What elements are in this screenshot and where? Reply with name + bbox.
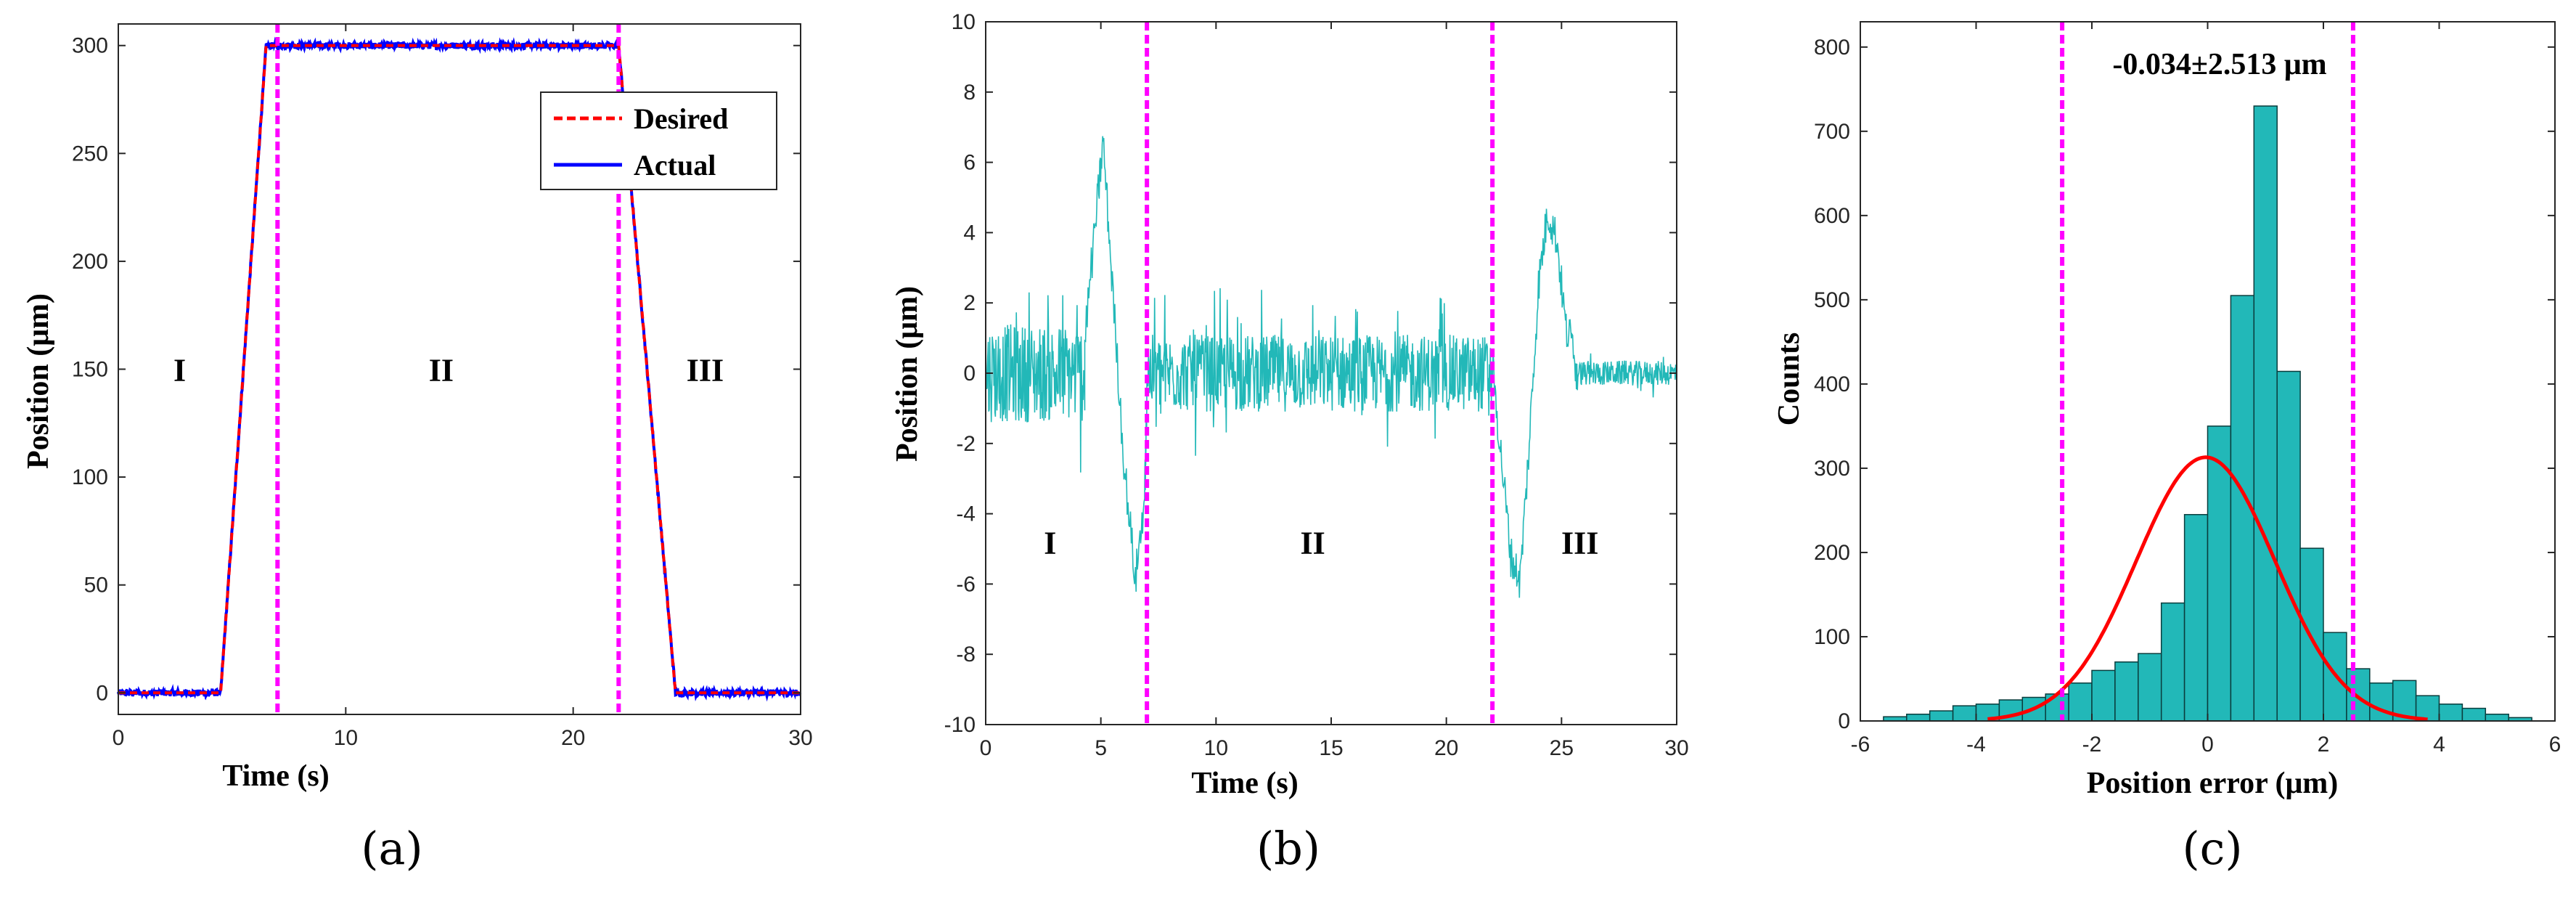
- region-label: II: [1300, 525, 1325, 561]
- panel-a-vlines: [275, 24, 621, 714]
- histogram-bar: [2299, 547, 2324, 722]
- x-tick-label: 0: [113, 726, 125, 750]
- y-tick-label: 100: [1814, 625, 1850, 649]
- panel-a-label: (a): [361, 822, 422, 875]
- y-tick-label: 300: [1814, 457, 1850, 481]
- panel-c-label: (c): [2182, 822, 2242, 875]
- histogram-bar: [2253, 105, 2278, 722]
- y-tick-label: -4: [956, 502, 976, 526]
- x-tick-label: -2: [2082, 733, 2102, 757]
- y-tick-label: 0: [96, 681, 108, 705]
- legend-label-actual: Actual: [634, 149, 716, 182]
- histogram-bar: [2183, 513, 2209, 722]
- y-tick-label: 700: [1814, 120, 1850, 144]
- y-tick-label: 600: [1814, 204, 1850, 228]
- region-label: II: [429, 353, 454, 388]
- region-label: I: [1044, 525, 1056, 561]
- panel-c: -6 -4 -2 0 2 4 6 0 100 200 300 400 500 600 700 800 -0.0…: [1772, 21, 2561, 875]
- y-tick-label: 400: [1814, 372, 1850, 396]
- histogram-bar: [2160, 602, 2185, 722]
- y-tick-label: 100: [72, 465, 108, 489]
- x-tick-label: 5: [1095, 736, 1107, 760]
- y-tick-label: 2: [963, 291, 976, 315]
- panel-b-ylabel: Position (μm): [891, 286, 924, 462]
- y-tick-label: 300: [72, 34, 108, 58]
- panel-a-regions: I II III: [173, 353, 724, 388]
- series-desired: [118, 44, 801, 695]
- panel-c-annotation: -0.034±2.513 μm: [2112, 48, 2326, 81]
- series-position-error: [985, 136, 1677, 598]
- x-tick-label: 30: [1664, 736, 1688, 760]
- panel-b-regions: I II III: [1044, 525, 1598, 561]
- histogram-bar: [2068, 682, 2093, 722]
- panel-a-xlabel: Time (s): [222, 759, 329, 793]
- x-tick-label: 2: [2318, 733, 2330, 757]
- y-tick-label: -6: [956, 572, 976, 596]
- panel-b-xlabel: Time (s): [1191, 767, 1298, 800]
- histogram-bar: [2485, 713, 2509, 722]
- panel-c-ticks: -6 -4 -2 0 2 4 6 0 100 200 300 400 500 600 700 800: [1814, 22, 2561, 757]
- histogram-bar: [2438, 704, 2463, 722]
- x-tick-label: 15: [1319, 736, 1343, 760]
- panel-a-plot-area: [117, 36, 802, 702]
- region-label: III: [687, 353, 724, 388]
- histogram-bar: [2091, 669, 2116, 722]
- y-tick-label: 800: [1814, 36, 1850, 60]
- histogram-bar: [1952, 705, 1977, 722]
- histogram-bar: [2461, 707, 2487, 722]
- histogram-bar: [2114, 661, 2139, 722]
- y-tick-label: -8: [956, 643, 976, 667]
- panel-c-xlabel: Position error (μm): [2087, 767, 2339, 800]
- panel-b-label: (b): [1256, 822, 1320, 875]
- y-tick-label: -2: [956, 432, 976, 456]
- x-tick-label: -4: [1966, 733, 1986, 757]
- x-tick-label: 10: [334, 726, 358, 750]
- region-label: III: [1561, 525, 1598, 561]
- panel-c-vlines: [2060, 22, 2355, 721]
- x-tick-label: 6: [2549, 733, 2561, 757]
- x-tick-label: 4: [2433, 733, 2445, 757]
- y-tick-label: 4: [963, 221, 976, 245]
- y-tick-label: 150: [72, 358, 108, 382]
- panel-b-plot-area: [985, 136, 1677, 598]
- histogram-bar: [2138, 653, 2162, 722]
- y-tick-label: 250: [72, 142, 108, 166]
- panel-c-bars: [1883, 105, 2532, 722]
- panel-b-ticks: 0 5 10 15 20 25 30 -10 -8 -6 -4 -2 0 2 4 6 8 10: [944, 10, 1689, 760]
- y-tick-label: 200: [1814, 541, 1850, 565]
- x-tick-label: 0: [2201, 733, 2214, 757]
- panel-a-legend: Desired Actual: [540, 91, 777, 190]
- legend-label-desired: Desired: [634, 102, 728, 135]
- histogram-bar: [2207, 425, 2232, 722]
- histogram-bar: [1929, 710, 1954, 722]
- y-tick-label: 8: [963, 81, 976, 105]
- histogram-bar: [2346, 668, 2371, 722]
- y-tick-label: 10: [952, 10, 976, 34]
- x-tick-label: 25: [1550, 736, 1574, 760]
- histogram-bar: [2276, 370, 2301, 722]
- y-tick-label: 500: [1814, 288, 1850, 312]
- x-tick-label: -6: [1851, 733, 1870, 757]
- x-tick-label: 10: [1204, 736, 1228, 760]
- region-label: I: [173, 353, 186, 388]
- y-tick-label: 0: [963, 362, 976, 386]
- histogram-bar: [2369, 682, 2394, 722]
- panel-c-ylabel: Counts: [1772, 333, 1806, 425]
- y-tick-label: 50: [84, 574, 108, 598]
- x-tick-label: 20: [1434, 736, 1458, 760]
- x-tick-label: 0: [980, 736, 992, 760]
- x-tick-label: 20: [561, 726, 585, 750]
- panel-a-ylabel: Position (μm): [22, 293, 55, 469]
- y-tick-label: -10: [944, 713, 976, 737]
- y-tick-label: 6: [963, 151, 976, 175]
- x-tick-label: 30: [788, 726, 812, 750]
- histogram-bar: [1906, 713, 1931, 722]
- legend-box: [540, 91, 777, 190]
- y-tick-label: 200: [72, 250, 108, 274]
- y-tick-label: 0: [1838, 709, 1850, 733]
